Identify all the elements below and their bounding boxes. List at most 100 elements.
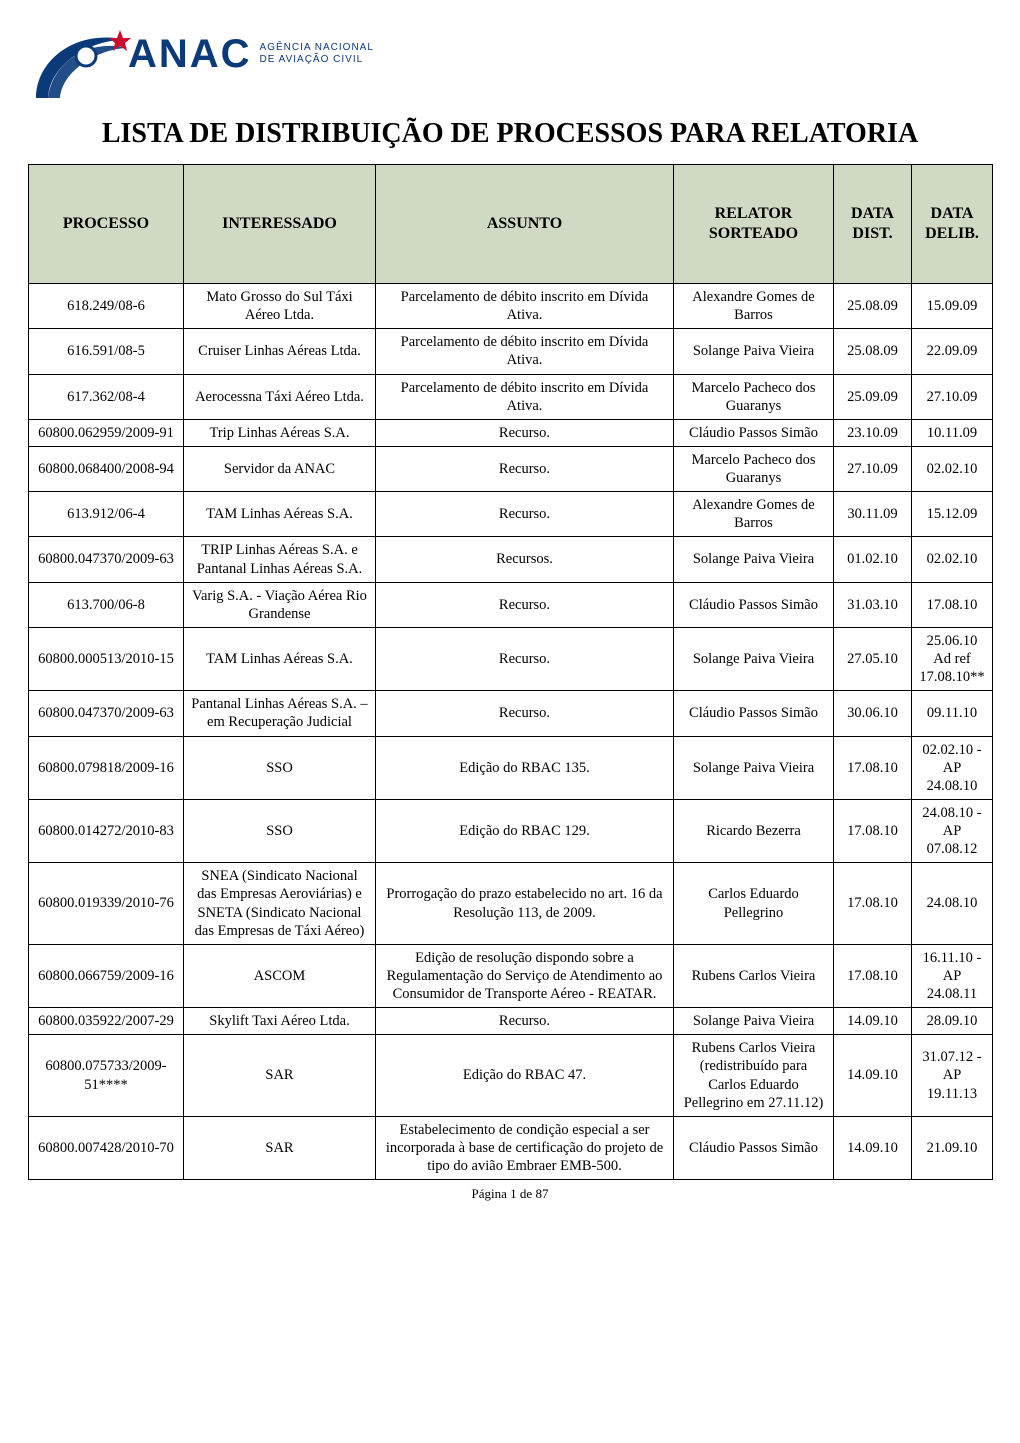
cell-processo: 60800.000513/2010-15 [29, 627, 184, 690]
cell-assunto: Edição do RBAC 129. [376, 799, 674, 862]
cell-processo: 60800.019339/2010-76 [29, 863, 184, 945]
cell-interessado: TAM Linhas Aéreas S.A. [184, 627, 376, 690]
cell-interessado: SAR [184, 1035, 376, 1117]
cell-processo: 613.912/06-4 [29, 492, 184, 537]
cell-processo: 60800.047370/2009-63 [29, 537, 184, 582]
cell-data-dist: 30.11.09 [834, 492, 912, 537]
cell-processo: 618.249/08-6 [29, 284, 184, 329]
cell-data-dist: 27.05.10 [834, 627, 912, 690]
brand-name: ANAC [128, 34, 252, 74]
cell-assunto: Edição de resolução dispondo sobre a Reg… [376, 944, 674, 1007]
cell-interessado: ASCOM [184, 944, 376, 1007]
cell-data-dist: 17.08.10 [834, 736, 912, 799]
cell-data-delib: 27.10.09 [912, 374, 993, 419]
cell-assunto: Recurso. [376, 446, 674, 491]
cell-relator: Solange Paiva Vieira [674, 736, 834, 799]
col-header-data-dist: DATA DIST. [834, 165, 912, 284]
cell-data-dist: 25.08.09 [834, 329, 912, 374]
cell-interessado: TAM Linhas Aéreas S.A. [184, 492, 376, 537]
cell-assunto: Recurso. [376, 1008, 674, 1035]
cell-assunto: Recursos. [376, 537, 674, 582]
cell-interessado: SNEA (Sindicato Nacional das Empresas Ae… [184, 863, 376, 945]
cell-interessado: SAR [184, 1116, 376, 1179]
table-row: 60800.014272/2010-83 SSO Edição do RBAC … [29, 799, 993, 862]
anac-swoosh-icon [28, 20, 138, 110]
cell-interessado: Cruiser Linhas Aéreas Ltda. [184, 329, 376, 374]
cell-relator: Solange Paiva Vieira [674, 537, 834, 582]
cell-data-delib: 15.12.09 [912, 492, 993, 537]
cell-interessado: Mato Grosso do Sul Táxi Aéreo Ltda. [184, 284, 376, 329]
cell-relator: Cláudio Passos Simão [674, 419, 834, 446]
brand-sub-line1: AGÊNCIA NACIONAL [260, 42, 374, 54]
cell-data-dist: 01.02.10 [834, 537, 912, 582]
cell-data-delib: 22.09.09 [912, 329, 993, 374]
cell-relator: Cláudio Passos Simão [674, 1116, 834, 1179]
cell-data-delib: 17.08.10 [912, 582, 993, 627]
table-body: 618.249/08-6 Mato Grosso do Sul Táxi Aér… [29, 284, 993, 1180]
table-row: 60800.000513/2010-15 TAM Linhas Aéreas S… [29, 627, 993, 690]
cell-data-delib: 25.06.10 Ad ref 17.08.10** [912, 627, 993, 690]
table-row: 60800.062959/2009-91 Trip Linhas Aéreas … [29, 419, 993, 446]
cell-relator: Rubens Carlos Vieira (redistribuído para… [674, 1035, 834, 1117]
cell-assunto: Recurso. [376, 419, 674, 446]
cell-relator: Ricardo Bezerra [674, 799, 834, 862]
col-header-assunto: ASSUNTO [376, 165, 674, 284]
cell-data-dist: 14.09.10 [834, 1116, 912, 1179]
cell-data-dist: 14.09.10 [834, 1035, 912, 1117]
cell-data-delib: 28.09.10 [912, 1008, 993, 1035]
col-header-interessado: INTERESSADO [184, 165, 376, 284]
cell-interessado: Pantanal Linhas Aéreas S.A. – em Recuper… [184, 691, 376, 736]
cell-data-dist: 23.10.09 [834, 419, 912, 446]
cell-interessado: SSO [184, 736, 376, 799]
cell-data-delib: 02.02.10 - AP 24.08.10 [912, 736, 993, 799]
cell-data-delib: 10.11.09 [912, 419, 993, 446]
cell-data-dist: 17.08.10 [834, 799, 912, 862]
cell-data-dist: 30.06.10 [834, 691, 912, 736]
cell-data-delib: 24.08.10 [912, 863, 993, 945]
cell-processo: 60800.068400/2008-94 [29, 446, 184, 491]
cell-interessado: Aerocessna Táxi Aéreo Ltda. [184, 374, 376, 419]
table-row: 60800.047370/2009-63 TRIP Linhas Aéreas … [29, 537, 993, 582]
table-row: 616.591/08-5 Cruiser Linhas Aéreas Ltda.… [29, 329, 993, 374]
cell-data-delib: 09.11.10 [912, 691, 993, 736]
table-row: 60800.079818/2009-16 SSO Edição do RBAC … [29, 736, 993, 799]
cell-processo: 617.362/08-4 [29, 374, 184, 419]
cell-assunto: Recurso. [376, 582, 674, 627]
cell-relator: Cláudio Passos Simão [674, 582, 834, 627]
table-row: 60800.047370/2009-63 Pantanal Linhas Aér… [29, 691, 993, 736]
table-row: 60800.066759/2009-16 ASCOM Edição de res… [29, 944, 993, 1007]
cell-assunto: Estabelecimento de condição especial a s… [376, 1116, 674, 1179]
cell-assunto: Prorrogação do prazo estabelecido no art… [376, 863, 674, 945]
page-footer: Página 1 de 87 [28, 1186, 992, 1202]
col-header-data-delib: DATA DELIB. [912, 165, 993, 284]
cell-relator: Alexandre Gomes de Barros [674, 492, 834, 537]
cell-processo: 60800.075733/2009-51**** [29, 1035, 184, 1117]
cell-data-dist: 17.08.10 [834, 944, 912, 1007]
cell-assunto: Recurso. [376, 492, 674, 537]
cell-data-delib: 21.09.10 [912, 1116, 993, 1179]
cell-relator: Solange Paiva Vieira [674, 329, 834, 374]
cell-relator: Marcelo Pacheco dos Guaranys [674, 374, 834, 419]
cell-data-dist: 25.09.09 [834, 374, 912, 419]
table-row: 618.249/08-6 Mato Grosso do Sul Táxi Aér… [29, 284, 993, 329]
cell-processo: 60800.079818/2009-16 [29, 736, 184, 799]
cell-processo: 60800.035922/2007-29 [29, 1008, 184, 1035]
cell-assunto: Parcelamento de débito inscrito em Dívid… [376, 284, 674, 329]
table-row: 617.362/08-4 Aerocessna Táxi Aéreo Ltda.… [29, 374, 993, 419]
cell-assunto: Recurso. [376, 691, 674, 736]
table-row: 60800.007428/2010-70 SAR Estabelecimento… [29, 1116, 993, 1179]
cell-processo: 60800.014272/2010-83 [29, 799, 184, 862]
cell-relator: Carlos Eduardo Pellegrino [674, 863, 834, 945]
cell-interessado: TRIP Linhas Aéreas S.A. e Pantanal Linha… [184, 537, 376, 582]
cell-data-dist: 17.08.10 [834, 863, 912, 945]
cell-data-dist: 14.09.10 [834, 1008, 912, 1035]
cell-data-dist: 25.08.09 [834, 284, 912, 329]
cell-interessado: Trip Linhas Aéreas S.A. [184, 419, 376, 446]
table-row: 613.912/06-4 TAM Linhas Aéreas S.A. Recu… [29, 492, 993, 537]
cell-relator: Alexandre Gomes de Barros [674, 284, 834, 329]
col-header-relator: RELATOR SORTEADO [674, 165, 834, 284]
col-header-processo: PROCESSO [29, 165, 184, 284]
cell-data-dist: 31.03.10 [834, 582, 912, 627]
cell-data-delib: 02.02.10 [912, 537, 993, 582]
anac-logo-text: ANAC AGÊNCIA NACIONAL DE AVIAÇÃO CIVIL [128, 34, 374, 74]
